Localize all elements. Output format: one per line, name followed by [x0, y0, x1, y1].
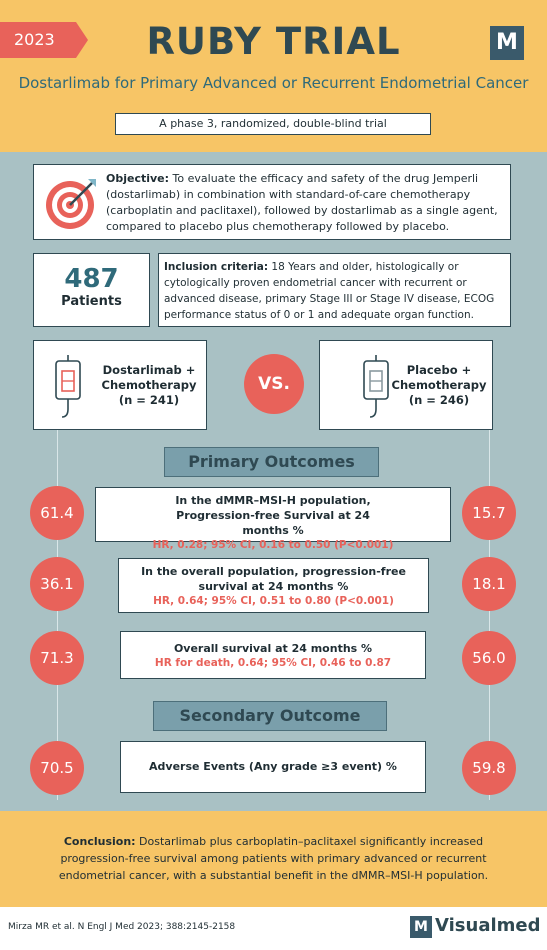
- objective-card: Objective: To evaluate the efficacy and …: [33, 164, 511, 240]
- adverse-events-title: Adverse Events (Any grade ≥3 event) %: [149, 760, 397, 773]
- secondary-outcome-heading: Secondary Outcome: [153, 701, 387, 731]
- conclusion-section: Conclusion: Dostarlimab plus carboplatin…: [0, 811, 547, 907]
- outcome3-stat: HR for death, 0.64; 95% CI, 0.46 to 0.87: [154, 657, 392, 669]
- page-subtitle: Dostarlimab for Primary Advanced or Recu…: [18, 74, 529, 92]
- conclusion-text: Conclusion: Dostarlimab plus carboplatin…: [30, 833, 517, 884]
- placebo-arm-count: (n = 246): [408, 393, 470, 407]
- inclusion-card: Inclusion criteria: 18 Years and older, …: [158, 253, 511, 327]
- citation: Mirza MR et al. N Engl J Med 2023; 388:2…: [8, 922, 236, 932]
- dostarlimab-arm-line1: Dostarlimab +: [102, 363, 196, 377]
- placebo-arm-line1: Placebo +: [406, 363, 472, 377]
- outcome2-dostarlimab-value: 36.1: [30, 557, 84, 611]
- adverse-events-card: Adverse Events (Any grade ≥3 event) %: [120, 741, 426, 793]
- objective-label: Objective:: [106, 172, 170, 185]
- objective-body: To evaluate the efficacy and safety of t…: [106, 172, 498, 233]
- outcome1-placebo-value: 15.7: [462, 486, 516, 540]
- trial-design-label: A phase 3, randomized, double-blind tria…: [115, 113, 431, 135]
- iv-bag-icon: [55, 355, 81, 418]
- objective-text: Objective: To evaluate the efficacy and …: [106, 171, 506, 235]
- iv-bag-icon: [363, 355, 389, 418]
- left-guide-line: [57, 430, 58, 800]
- placebo-arm-card: Placebo + Chemotherapy (n = 246): [319, 340, 493, 430]
- year-label: 2023: [14, 30, 55, 49]
- target-icon: [46, 179, 96, 229]
- outcome3-title: Overall survival at 24 months %: [173, 642, 373, 655]
- right-guide-line: [489, 430, 490, 800]
- placebo-arm-label: Placebo + Chemotherapy (n = 246): [384, 363, 494, 408]
- brand-name: Visualmed: [435, 915, 541, 936]
- outcome1-card: In the dMMR–MSI-H population, Progressio…: [95, 487, 451, 551]
- primary-outcomes-heading: Primary Outcomes: [164, 447, 379, 477]
- dostarlimab-arm-line2: Chemotherapy: [101, 378, 197, 392]
- logo: M: [490, 26, 524, 60]
- vs-badge: VS.: [244, 354, 304, 414]
- conclusion-label: Conclusion:: [63, 835, 136, 848]
- outcome2-stat: HR, 0.64; 95% CI, 0.51 to 0.80 (P<0.001): [153, 595, 394, 607]
- dostarlimab-arm-card: Dostarlimab + Chemotherapy (n = 241): [33, 340, 207, 430]
- placebo-arm-line2: Chemotherapy: [391, 378, 487, 392]
- adverse-events-dostarlimab-value: 70.5: [30, 741, 84, 795]
- outcome2-placebo-value: 18.1: [462, 557, 516, 611]
- outcome2-title: In the overall population, progression-f…: [141, 565, 406, 593]
- adverse-events-placebo-value: 59.8: [462, 741, 516, 795]
- footer: Mirza MR et al. N Engl J Med 2023; 388:2…: [0, 907, 547, 950]
- brand-logo: M: [410, 916, 432, 938]
- outcome3-placebo-value: 56.0: [462, 631, 516, 685]
- outcome2-card: In the overall population, progression-f…: [118, 558, 429, 613]
- year-tag: 2023: [0, 22, 88, 58]
- page-title: RUBY TRIAL: [146, 20, 401, 63]
- patients-card: 487 Patients: [33, 253, 150, 327]
- header: 2023 RUBY TRIAL M Dostarlimab for Primar…: [0, 0, 547, 152]
- outcome1-stat: HR, 0.28; 95% CI, 0.16 to 0.50 (P<0.001): [152, 539, 394, 551]
- patient-count: 487: [64, 264, 119, 294]
- outcome3-card: Overall survival at 24 months % HR for d…: [120, 631, 426, 679]
- outcome3-dostarlimab-value: 71.3: [30, 631, 84, 685]
- outcome1-title: In the dMMR–MSI-H population, Progressio…: [175, 494, 371, 537]
- conclusion-body: Dostarlimab plus carboplatin–paclitaxel …: [58, 835, 489, 882]
- inclusion-text: Inclusion criteria: 18 Years and older, …: [164, 259, 507, 323]
- inclusion-body: 18 Years and older, histologically or cy…: [164, 261, 495, 321]
- inclusion-label: Inclusion criteria:: [164, 261, 269, 273]
- dostarlimab-arm-count: (n = 241): [118, 393, 180, 407]
- dostarlimab-arm-label: Dostarlimab + Chemotherapy (n = 241): [94, 363, 204, 408]
- patient-label: Patients: [61, 294, 122, 309]
- outcome1-dostarlimab-value: 61.4: [30, 486, 84, 540]
